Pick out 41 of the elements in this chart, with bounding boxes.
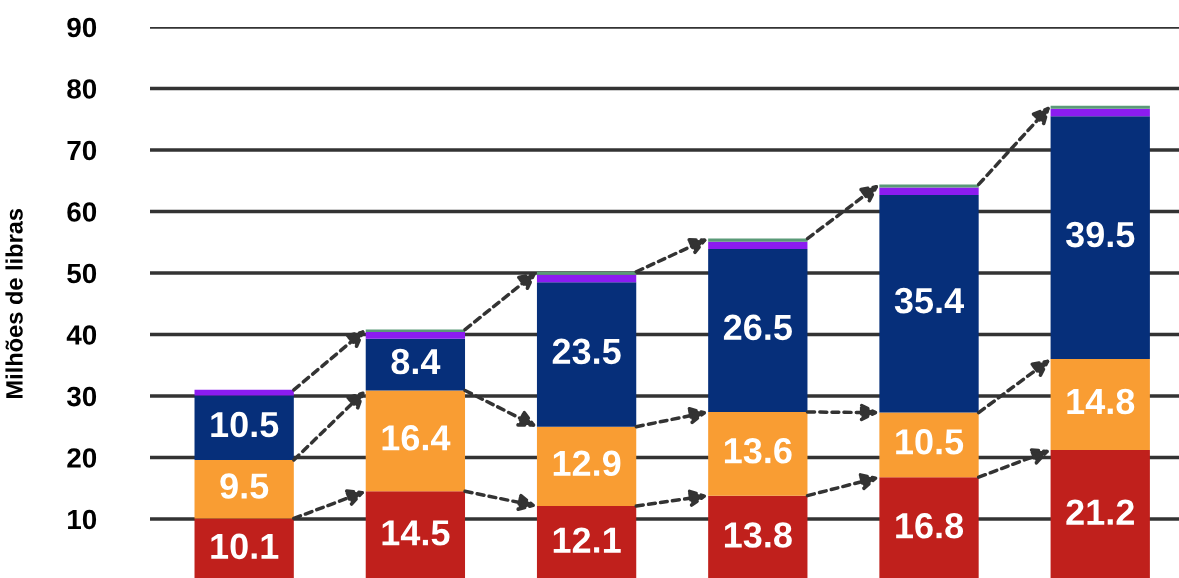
- y-tick-label: 90: [67, 17, 97, 38]
- data-label: 12.9: [553, 450, 621, 477]
- y-tick-label: 70: [67, 140, 97, 161]
- data-label: 16.8: [896, 512, 964, 539]
- y-tick-label: 10: [68, 509, 97, 530]
- data-label: 16.4: [382, 425, 451, 451]
- bar: [536, 426, 637, 507]
- bar: [708, 249, 808, 412]
- bar: [536, 282, 637, 427]
- data-label: 10.5: [896, 429, 964, 455]
- data-label: 10.1: [211, 533, 279, 560]
- data-label: 35.4: [894, 287, 964, 314]
- bar: [708, 238, 808, 242]
- bar: [1050, 359, 1150, 451]
- bar: [194, 459, 294, 519]
- y-tick-label: 80: [67, 79, 97, 99]
- y-tick-label: 30: [66, 386, 97, 407]
- data-label: 9.5: [220, 473, 269, 499]
- data-label: 14.8: [1067, 388, 1135, 415]
- y-axis-title: Milhões de libras: [5, 208, 23, 398]
- data-label: 39.5: [1065, 221, 1135, 248]
- data-label: 10.5: [211, 411, 279, 438]
- data-label: 13.8: [724, 522, 792, 548]
- data-label: 21.2: [1066, 499, 1134, 525]
- bar: [365, 390, 466, 492]
- bar: [879, 184, 979, 188]
- bar: [1050, 116, 1150, 360]
- bar: [1050, 105, 1150, 109]
- data-label: 12.1: [553, 527, 621, 553]
- data-label: 13.6: [724, 437, 792, 464]
- data-label: 23.5: [552, 338, 621, 365]
- data-label: 8.4: [391, 348, 441, 375]
- y-tick-label: 40: [66, 325, 97, 345]
- bar: [879, 194, 979, 413]
- y-tick-label: 60: [67, 202, 97, 222]
- data-label: 14.5: [382, 520, 450, 546]
- data-label: 26.5: [723, 314, 792, 341]
- y-tick-label: 50: [67, 263, 97, 284]
- bar: [708, 411, 808, 496]
- y-tick-label: 20: [67, 448, 97, 468]
- bar: [536, 271, 637, 275]
